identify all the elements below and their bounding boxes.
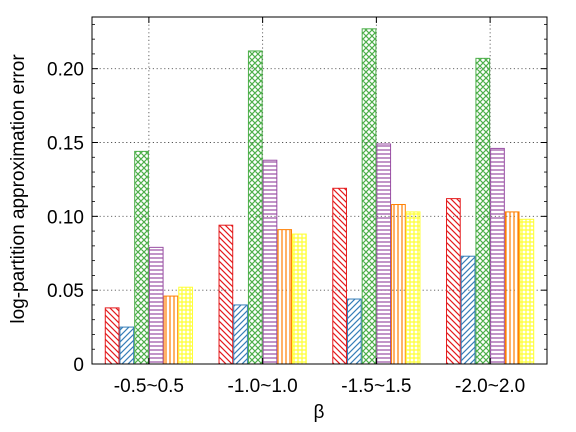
bar-series-3--1.0~1.0 — [247, 50, 263, 365]
plot-frame — [91, 16, 548, 365]
x-tick-label: -1.5~1.5 — [341, 376, 411, 397]
axes: 0 0.05 0.10 0.15 0.20 -0.5~0.5 -1.0~1.0 -1.5~1.… — [47, 16, 548, 397]
y-tick-label: 0.20 — [47, 60, 84, 81]
x-tick-label: -1.0~1.0 — [228, 376, 298, 397]
bar-series-1--1.0~1.0 — [218, 224, 234, 365]
bar-series-4--1.0~1.0 — [262, 159, 278, 365]
bar-series-1--1.5~1.5 — [332, 187, 347, 365]
y-tick-label: 0.15 — [47, 134, 84, 155]
bar-series-2--0.5~0.5 — [119, 326, 135, 365]
bar-series-4--0.5~0.5 — [148, 246, 164, 365]
y-tick-label: 0.05 — [47, 281, 84, 302]
bar-series-2--1.5~1.5 — [346, 298, 362, 365]
bar-series-5--0.5~0.5 — [163, 295, 179, 365]
bar-series-4--2.0~2.0 — [490, 147, 505, 365]
bar-series-6--0.5~0.5 — [178, 286, 193, 365]
bar-series-5--1.0~1.0 — [277, 229, 293, 365]
bar-series-2--1.0~1.0 — [233, 304, 248, 365]
bar-series-5--2.0~2.0 — [504, 211, 520, 365]
bars — [104, 28, 535, 365]
x-tick-label: -0.5~0.5 — [114, 376, 184, 397]
x-tick-label: -2.0~2.0 — [455, 376, 525, 397]
bar-series-1--0.5~0.5 — [104, 307, 120, 365]
bar-series-6--1.5~1.5 — [405, 211, 421, 365]
bar-series-3--1.5~1.5 — [361, 28, 377, 365]
bar-series-6--1.0~1.0 — [292, 233, 307, 365]
bar-series-6--2.0~2.0 — [519, 218, 535, 365]
x-axis-title: β — [314, 402, 325, 423]
y-axis-title: log-partition approximation error — [8, 54, 29, 324]
bar-series-2--2.0~2.0 — [460, 255, 476, 365]
bar-series-5--1.5~1.5 — [391, 204, 406, 365]
y-tick-label: 0 — [73, 355, 84, 376]
bar-series-3--2.0~2.0 — [475, 57, 491, 365]
bar-series-3--0.5~0.5 — [134, 150, 149, 365]
bar-series-4--1.5~1.5 — [376, 143, 392, 365]
bar-series-1--2.0~2.0 — [446, 198, 461, 365]
y-tick-label: 0.10 — [47, 207, 84, 228]
